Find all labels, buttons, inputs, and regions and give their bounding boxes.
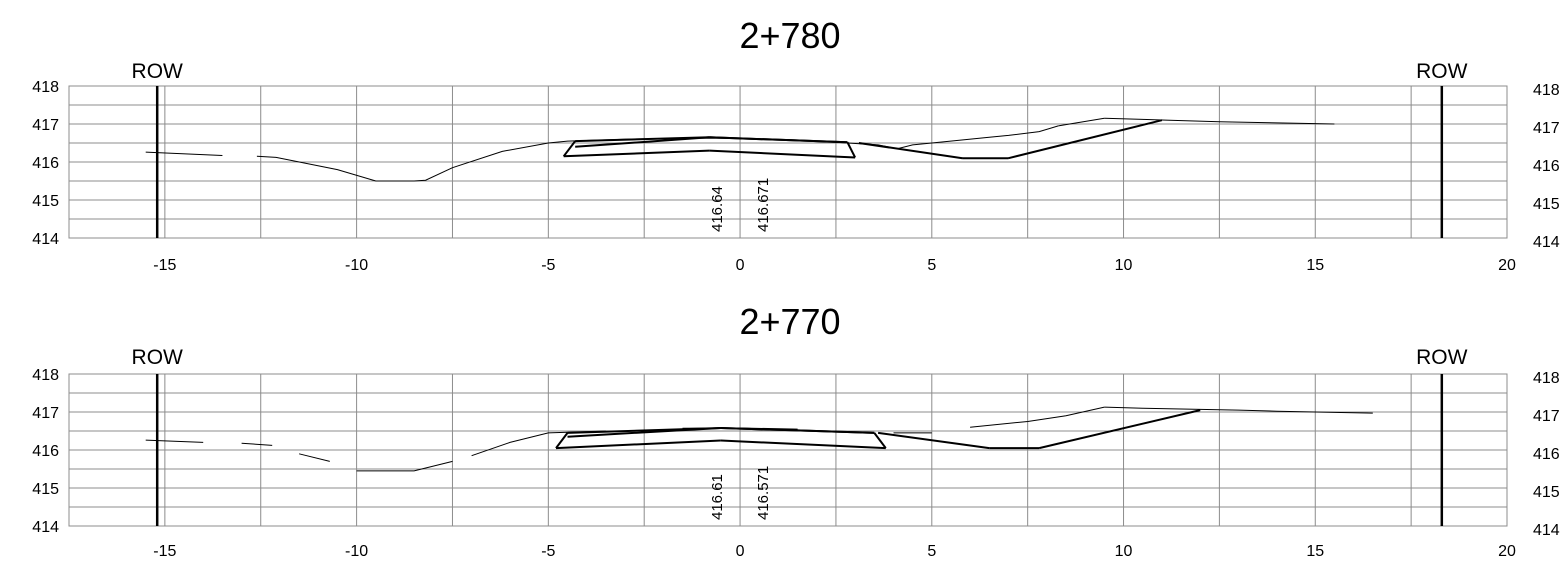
y-tick-label-right: 418 — [1533, 370, 1560, 387]
elevation-annotation: 416.64 — [709, 186, 726, 232]
y-tick-label-right: 415 — [1533, 196, 1560, 213]
x-tick-label: 0 — [736, 543, 745, 560]
y-tick-label-left: 418 — [32, 79, 59, 96]
y-tick-label-right: 416 — [1533, 158, 1560, 175]
plot-frame — [68, 85, 1508, 239]
y-tick-label-right: 414 — [1533, 234, 1560, 251]
x-tick-label: 15 — [1306, 543, 1324, 560]
y-tick-label-right: 414 — [1533, 522, 1560, 539]
existing-ground-segment — [356, 460, 453, 472]
x-tick-label: 20 — [1498, 543, 1516, 560]
design-section-segment — [562, 140, 576, 157]
y-tick-label-left: 415 — [32, 481, 59, 498]
design-section-segment — [873, 432, 887, 449]
design-section-segment — [709, 136, 848, 144]
y-tick-label-left: 417 — [32, 117, 59, 134]
existing-ground-segment — [1219, 409, 1373, 414]
design-section-segment — [1008, 119, 1163, 160]
existing-ground-segment — [471, 441, 511, 457]
existing-ground-segment — [298, 453, 330, 462]
chart-title: 2+770 — [739, 301, 840, 342]
existing-ground-segment — [241, 442, 273, 446]
x-tick-label: 5 — [927, 257, 936, 274]
x-tick-label: 15 — [1306, 257, 1324, 274]
x-tick-label: -5 — [541, 543, 555, 560]
design-section-segment — [858, 142, 963, 160]
existing-ground-segment — [145, 439, 204, 443]
y-tick-label-left: 417 — [32, 405, 59, 422]
x-tick-label: -15 — [153, 257, 176, 274]
chart-title: 2+780 — [739, 15, 840, 56]
design-section-segment — [567, 426, 721, 438]
plot-frame — [68, 373, 1508, 527]
design-section-segment — [846, 141, 856, 158]
panel-2+770: 2+770 414 414 415 415 416 416 417 417 418 418 -15 -1… — [32, 301, 1560, 560]
design-section-segment — [555, 432, 569, 449]
x-tick-label: -15 — [153, 543, 176, 560]
row-label-left: ROW — [132, 60, 184, 83]
existing-ground-segment — [1104, 406, 1220, 411]
existing-ground-segment — [1104, 117, 1335, 125]
x-tick-label: 5 — [927, 543, 936, 560]
y-tick-label-right: 416 — [1533, 446, 1560, 463]
y-tick-label-left: 416 — [32, 443, 59, 460]
y-tick-label-right: 417 — [1533, 120, 1560, 137]
design-section-segment — [877, 431, 990, 450]
y-tick-label-right: 415 — [1533, 484, 1560, 501]
design-section-segment — [709, 149, 856, 159]
existing-ground-segment — [1027, 406, 1105, 422]
design-section-segment — [720, 426, 875, 434]
panel-2+780: 2+780 414 414 415 415 416 416 417 417 418 418 -15 -1… — [32, 15, 1560, 274]
elevation-annotation: 416.61 — [709, 474, 726, 520]
y-tick-label-right: 417 — [1533, 408, 1560, 425]
design-section-segment — [1038, 409, 1201, 450]
y-tick-label-left: 414 — [32, 519, 59, 536]
row-label-right: ROW — [1416, 60, 1468, 83]
existing-ground-segment — [1058, 117, 1105, 127]
existing-ground-segment — [145, 151, 223, 156]
x-tick-label: -10 — [345, 543, 368, 560]
x-tick-label: 10 — [1115, 257, 1133, 274]
x-tick-label: 0 — [736, 257, 745, 274]
design-section-segment — [720, 439, 886, 450]
design-section-segment — [575, 136, 710, 148]
y-tick-label-right: 418 — [1533, 82, 1560, 99]
row-label-right: ROW — [1416, 346, 1468, 369]
design-section-segment — [555, 439, 721, 450]
y-tick-label-left: 418 — [32, 367, 59, 384]
design-section-segment — [563, 149, 710, 158]
existing-ground-segment — [970, 421, 1028, 428]
row-label-left: ROW — [132, 346, 184, 369]
y-tick-label-left: 416 — [32, 155, 59, 172]
y-tick-label-left: 415 — [32, 193, 59, 210]
y-tick-label-left: 414 — [32, 231, 59, 248]
elevation-annotation: 416.671 — [755, 178, 772, 232]
x-tick-label: -5 — [541, 257, 555, 274]
elevation-annotation: 416.571 — [755, 466, 772, 520]
x-tick-label: 20 — [1498, 257, 1516, 274]
x-tick-label: -10 — [345, 257, 368, 274]
x-tick-label: 10 — [1115, 543, 1133, 560]
